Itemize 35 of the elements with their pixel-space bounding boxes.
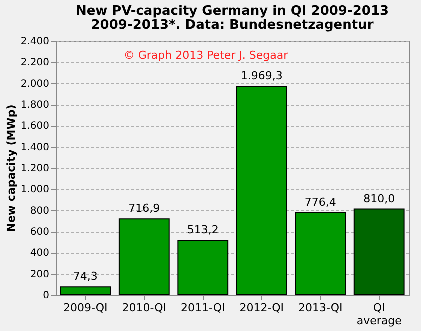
data-label: 1.969,3	[240, 70, 283, 83]
bar	[60, 286, 112, 296]
y-tick-label: 200	[30, 269, 50, 280]
x-tick-label: 2009-QI	[64, 302, 108, 314]
x-tick-label: 2011-QI	[180, 302, 226, 314]
y-tick-label: 400	[30, 248, 50, 260]
y-axis-title: New capacity (MWp)	[4, 104, 18, 232]
data-label: 810,0	[364, 192, 396, 206]
data-label: 776,4	[304, 196, 336, 209]
x-tick-label: 2010-QI	[122, 302, 167, 314]
y-tick-label: 1.600	[20, 121, 50, 132]
y-tick-label: 800	[30, 206, 50, 217]
bar	[118, 218, 170, 296]
y-tick-label: 2.400	[20, 36, 50, 48]
y-tick-label: 1.400	[20, 142, 50, 154]
data-label: 74,3	[73, 270, 98, 284]
x-tick-label: 2013-QI	[298, 302, 343, 314]
bar	[236, 86, 288, 296]
bar	[178, 240, 229, 296]
bar	[354, 208, 405, 296]
data-label: 513,2	[187, 224, 219, 237]
y-tick-label: 2.200	[20, 58, 50, 69]
bar	[295, 212, 346, 296]
chart-subtitle: 2009-2013*. Data: Bundesnetzagentur	[91, 18, 374, 33]
y-tick-label: 1.200	[20, 164, 50, 174]
y-tick-label: 2.000	[20, 78, 50, 90]
y-tick-label: 600	[30, 227, 50, 238]
annotation: © Graph 2013 Peter J. Segaar	[124, 49, 289, 62]
x-tick-label: 2012-QI	[240, 302, 284, 314]
x-tick-label: QI average	[356, 302, 402, 328]
data-label: 716,9	[128, 202, 160, 216]
y-tick-label: 1.800	[20, 100, 50, 111]
chart-title: New PV-capacity Germany in QI 2009-2013	[76, 4, 390, 19]
y-tick-label: 1.000	[20, 184, 50, 196]
y-tick-label: 0	[43, 290, 50, 302]
